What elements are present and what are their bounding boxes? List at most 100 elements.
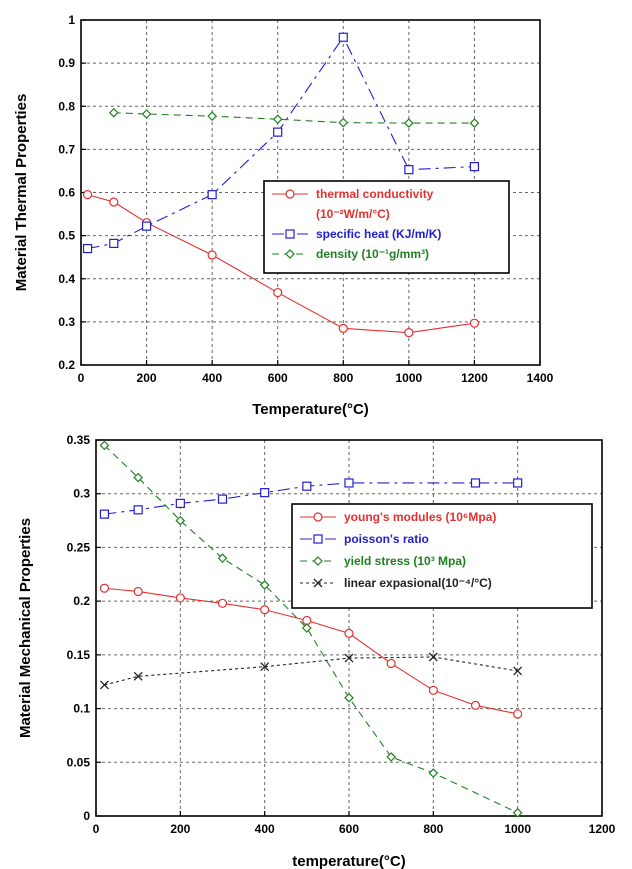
data-point bbox=[99, 680, 109, 690]
series-line bbox=[87, 36, 475, 250]
y-tick-label: 0.8 bbox=[58, 99, 75, 113]
data-point bbox=[404, 165, 414, 175]
x-tick-label: 1200 bbox=[589, 822, 616, 836]
legend-marker bbox=[313, 534, 323, 544]
data-point bbox=[273, 287, 283, 298]
x-tick-label: 600 bbox=[339, 822, 359, 836]
y-tick-label: 0.5 bbox=[58, 229, 75, 243]
data-point bbox=[175, 515, 186, 526]
data-point bbox=[469, 318, 480, 328]
legend-label: yield stress (10³ Mpa) bbox=[344, 554, 466, 568]
data-point bbox=[259, 580, 270, 590]
series-line bbox=[113, 112, 475, 124]
data-point bbox=[207, 190, 217, 200]
data-point bbox=[260, 662, 270, 672]
data-point bbox=[469, 118, 480, 128]
data-point bbox=[301, 623, 312, 633]
legend-box bbox=[291, 503, 593, 609]
legend-sample bbox=[300, 512, 336, 522]
legend-label: linear expasional(10⁻⁴/°C) bbox=[344, 576, 492, 590]
x-tick-label: 1000 bbox=[396, 371, 423, 385]
data-point bbox=[99, 509, 110, 519]
legend: thermal conductivity (10⁻²W/m/°C) specific… bbox=[263, 180, 510, 274]
data-point bbox=[260, 488, 270, 498]
data-point bbox=[217, 494, 228, 504]
legend-label: poisson's ratio bbox=[344, 532, 429, 546]
data-point bbox=[175, 498, 185, 508]
data-point bbox=[344, 653, 354, 663]
data-point bbox=[428, 685, 438, 695]
mechanical-properties-chart: 0 200 400 600 800 1000 1200 0 0.05 0.1 0.15 0.2 0.25… bbox=[17, 433, 616, 869]
data-point bbox=[428, 768, 439, 778]
x-tick-label: 200 bbox=[170, 822, 190, 836]
data-point bbox=[273, 127, 283, 137]
data-point bbox=[109, 197, 119, 207]
data-point bbox=[272, 114, 283, 125]
axis-ticks: 0 200 400 600 800 1000 1200 1400 0.2 0.3 0.4 0.5 0.6… bbox=[58, 13, 553, 385]
legend-marker bbox=[313, 512, 323, 522]
data-point bbox=[133, 671, 143, 681]
data-point bbox=[99, 583, 110, 593]
legend-label: specific heat (KJ/m/K) bbox=[316, 227, 441, 241]
data-point bbox=[217, 553, 228, 564]
x-axis-label: temperature(°C) bbox=[292, 853, 406, 869]
legend-sample bbox=[300, 578, 336, 588]
data-point bbox=[175, 593, 185, 603]
x-axis-label: Temperature(°C) bbox=[252, 401, 369, 418]
data-point bbox=[141, 109, 152, 119]
legend-sample bbox=[272, 249, 308, 259]
y-tick-label: 0.3 bbox=[73, 487, 90, 501]
x-tick-label: 800 bbox=[423, 822, 443, 836]
data-point bbox=[260, 605, 270, 615]
data-point bbox=[404, 328, 414, 338]
data-point bbox=[217, 598, 228, 608]
series-1 bbox=[99, 583, 523, 719]
x-tick-label: 200 bbox=[137, 371, 157, 385]
data-point bbox=[133, 472, 144, 483]
data-point bbox=[344, 692, 354, 703]
y-tick-label: 0 bbox=[83, 809, 90, 823]
data-point bbox=[404, 118, 414, 128]
legend-sample bbox=[300, 534, 336, 544]
y-tick-label: 0.6 bbox=[58, 186, 75, 200]
legend-label: young's modules (10⁶Mpa) bbox=[344, 510, 496, 524]
legend-marker bbox=[313, 556, 323, 566]
data-point bbox=[133, 586, 143, 597]
data-point bbox=[386, 752, 397, 762]
y-axis-label: Material Thermal Properties bbox=[13, 94, 30, 292]
y-axis-label: Material Mechanical Properties bbox=[17, 518, 34, 738]
data-point bbox=[133, 505, 143, 515]
data-point bbox=[82, 243, 93, 254]
data-point bbox=[302, 481, 312, 491]
axis-ticks: 0 200 400 600 800 1000 1200 0 0.05 0.1 0.15 0.2 0.25… bbox=[67, 433, 616, 836]
y-tick-label: 0.1 bbox=[73, 702, 90, 716]
data-point bbox=[513, 709, 523, 719]
data-point bbox=[428, 652, 438, 662]
x-tick-label: 400 bbox=[255, 822, 275, 836]
data-point bbox=[512, 807, 523, 818]
data-point bbox=[386, 658, 396, 669]
series-2 bbox=[99, 478, 523, 519]
legend-label: (10⁻²W/m/°C) bbox=[316, 207, 390, 221]
legend-sample bbox=[272, 189, 308, 199]
x-tick-label: 1000 bbox=[504, 822, 531, 836]
y-tick-label: 0.4 bbox=[58, 272, 75, 286]
y-tick-label: 0.9 bbox=[58, 56, 75, 70]
x-tick-label: 1200 bbox=[461, 371, 488, 385]
legend-marker bbox=[313, 578, 323, 588]
data-point bbox=[207, 250, 217, 260]
legend-label: thermal conductivity bbox=[316, 187, 434, 201]
x-tick-label: 600 bbox=[268, 371, 288, 385]
series-4 bbox=[99, 652, 523, 690]
x-tick-label: 0 bbox=[93, 822, 100, 836]
x-tick-label: 400 bbox=[202, 371, 222, 385]
legend-label: density (10⁻¹g/mm³) bbox=[316, 247, 429, 261]
y-tick-label: 0.05 bbox=[67, 755, 91, 769]
data-point bbox=[338, 117, 349, 128]
legend-marker bbox=[285, 189, 295, 199]
data-point bbox=[470, 478, 481, 488]
legend-marker bbox=[285, 229, 295, 239]
data-point bbox=[470, 700, 481, 710]
y-tick-label: 0.7 bbox=[58, 142, 75, 156]
y-tick-label: 1 bbox=[68, 13, 75, 27]
